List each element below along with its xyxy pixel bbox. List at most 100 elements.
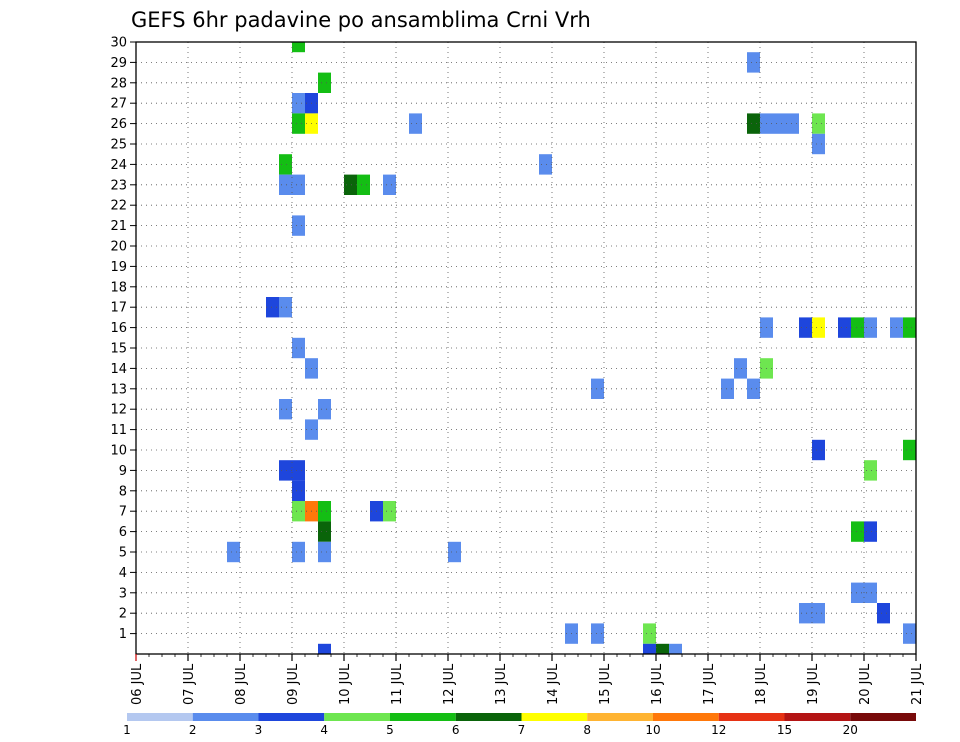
precip-cell [799,603,812,624]
precip-cell [279,399,292,420]
y-tick-label: 25 [110,138,127,153]
x-tick-label: 16 JUL [650,663,665,705]
y-axis: 1234567891011121314151617181920212223242… [110,36,136,642]
colorbar-swatch [850,713,916,721]
y-tick-label: 1 [119,627,127,642]
y-tick-label: 2 [119,607,127,622]
x-tick-label: 17 JUL [702,663,717,705]
colorbar-swatch [455,713,522,721]
colorbar-swatch [784,713,851,721]
precip-cell [838,317,851,338]
y-tick-label: 10 [110,444,127,459]
precip-cell [851,521,864,542]
y-tick-label: 6 [119,525,127,540]
x-tick-label: 11 JUL [390,663,405,705]
precip-cell [903,439,916,461]
y-tick-label: 7 [119,505,127,520]
precip-cell [383,174,396,195]
y-tick-label: 23 [110,178,127,193]
precip-cell [591,378,604,399]
y-tick-label: 19 [110,260,127,275]
colorbar-swatch [390,713,456,721]
chart-title: GEFS 6hr padavine po ansamblima Crni Vrh [131,8,591,32]
colorbar-label: 10 [645,723,660,737]
precip-cell [292,215,305,236]
colorbar-swatch [718,713,785,721]
precip-cell [227,541,240,563]
colorbar-label: 1 [123,723,131,737]
precip-cell [864,582,877,603]
colorbar-label: 12 [711,723,726,737]
y-tick-label: 15 [110,342,127,357]
x-tick-label: 21 JUL [910,663,925,705]
colorbar-label: 3 [255,723,263,737]
precip-cell [292,501,305,522]
precip-cell [812,439,825,461]
precip-cell [383,501,396,522]
colorbar-label: 15 [777,723,792,737]
y-tick-label: 24 [110,158,127,173]
colorbar-swatch [324,713,390,721]
precip-cell [864,521,877,542]
x-tick-label: 10 JUL [338,663,353,705]
colorbar-label: 7 [518,723,526,737]
precip-cell [877,603,890,624]
colorbar-legend: 1 2 3 4 5 6 7 8 10 12 15 20 [123,713,916,737]
precip-cell [292,93,305,114]
y-tick-label: 8 [119,484,127,499]
precip-cell [292,174,305,195]
precip-cell [864,460,877,481]
x-tick-label: 09 JUL [286,663,301,705]
precip-cell [669,643,682,654]
x-tick-label: 18 JUL [754,663,769,705]
x-tick-label: 07 JUL [182,663,197,705]
y-tick-label: 5 [119,546,127,561]
precip-cell [409,113,422,134]
precip-cell [643,623,656,644]
precip-cell [591,623,604,644]
precip-cell [812,113,825,134]
precip-cell [279,154,292,175]
precip-cell [279,460,292,481]
precip-cell [864,317,877,338]
x-tick-label: 13 JUL [494,663,509,705]
y-tick-label: 14 [110,362,127,377]
y-tick-label: 28 [110,76,127,91]
precip-cell [903,623,916,644]
y-tick-label: 13 [110,382,127,397]
y-tick-label: 20 [110,240,127,255]
precip-cell [448,541,461,563]
colorbar-swatch [521,713,588,721]
precip-cell [292,460,305,481]
precip-cell [318,541,331,563]
precip-cell [812,603,825,624]
colorbar-swatch [587,713,653,721]
y-tick-label: 17 [110,301,127,316]
x-tick-label: 19 JUL [806,663,821,705]
precip-cell [747,113,760,134]
colorbar-label: 5 [386,723,394,737]
precip-cell [344,174,357,195]
y-tick-label: 9 [119,464,127,479]
precip-cell [266,297,279,318]
y-tick-label: 27 [110,97,127,112]
precip-cell [318,501,331,522]
y-tick-label: 12 [110,403,127,418]
x-tick-label: 12 JUL [442,663,457,705]
colorbar-label: 20 [843,723,858,737]
precip-cell [292,337,305,359]
precip-cell [812,317,825,338]
x-tick-label: 06 JUL [130,663,145,705]
x-tick-label: 20 JUL [858,663,873,705]
precip-cell [292,541,305,563]
precip-cell [292,42,305,53]
precip-cell [318,72,331,93]
precip-cell [318,521,331,542]
precip-cell [656,643,669,654]
precip-cell [318,399,331,420]
y-tick-label: 22 [110,199,127,214]
precip-cell [318,643,331,654]
colorbar-label: 4 [320,723,328,737]
precip-cell [643,643,656,654]
